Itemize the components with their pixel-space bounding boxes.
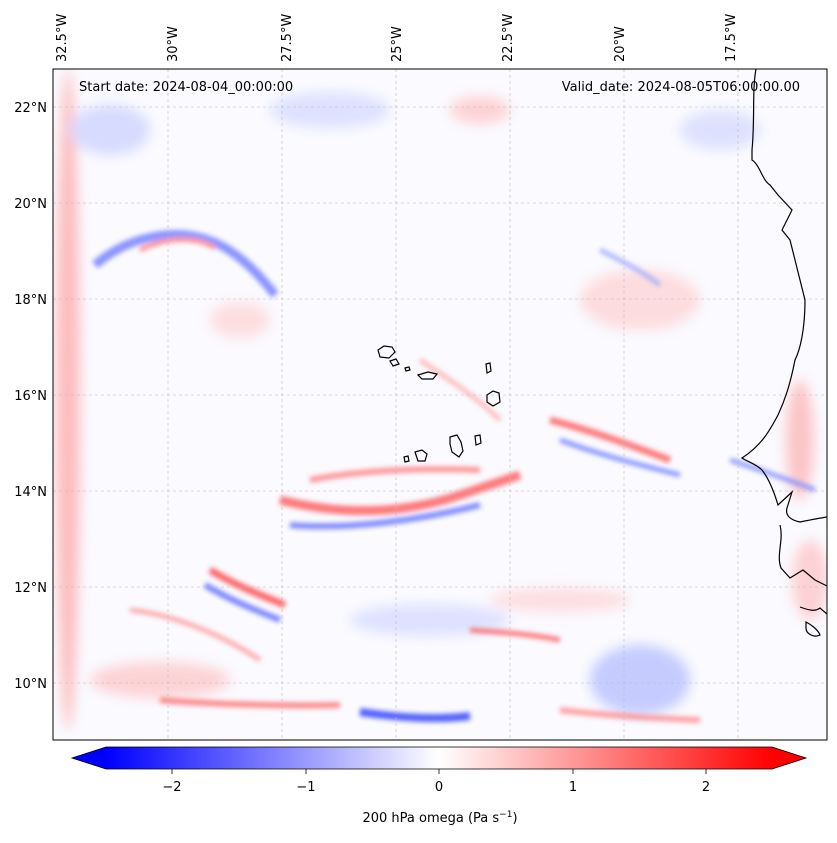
lon-label: 17.5°W bbox=[724, 14, 739, 62]
lon-label: 30°W bbox=[166, 26, 181, 62]
lon-label: 27.5°W bbox=[280, 14, 295, 62]
colorbar-tick-label: −2 bbox=[162, 780, 181, 795]
lat-label: 16°N bbox=[14, 389, 47, 404]
lat-label: 12°N bbox=[14, 581, 47, 596]
latitude-labels: 22°N 20°N 18°N 16°N 14°N 12°N 10°N bbox=[14, 101, 47, 692]
colorbar-gradient bbox=[106, 747, 772, 769]
island-sao-vicente bbox=[389, 358, 400, 367]
lat-label: 18°N bbox=[14, 293, 47, 308]
lon-label: 20°W bbox=[613, 26, 628, 62]
island-boa-vista bbox=[486, 390, 501, 407]
lat-label: 14°N bbox=[14, 485, 47, 500]
lat-label: 10°N bbox=[14, 677, 47, 692]
map-frame bbox=[52, 68, 828, 741]
colorbar-outline bbox=[70, 746, 808, 770]
lat-label: 20°N bbox=[14, 197, 47, 212]
lon-label: 25°W bbox=[390, 26, 405, 62]
colorbar-extend-low bbox=[72, 747, 106, 769]
lon-label: 32.5°W bbox=[55, 14, 70, 62]
start-date-label: Start date: 2024-08-04_00:00:00 bbox=[79, 80, 293, 95]
island-brava bbox=[403, 455, 410, 463]
colorbar-tick-label: −1 bbox=[296, 780, 315, 795]
island-sao-nicolau bbox=[416, 371, 439, 380]
colorbar: −2 −1 0 1 2 200 hPa omega (Pa s−1) bbox=[70, 746, 808, 826]
lon-label: 22.5°W bbox=[501, 14, 516, 62]
valid-date-label: Valid_date: 2024-08-05T06:00:00.00 bbox=[562, 80, 800, 95]
colorbar-label: 200 hPa omega (Pa s−1) bbox=[362, 810, 517, 826]
coastlines bbox=[377, 69, 827, 637]
island-fogo bbox=[414, 449, 428, 462]
colorbar-extend-high bbox=[772, 747, 806, 769]
colorbar-tick-label: 0 bbox=[435, 780, 443, 795]
longitude-labels: 32.5°W 30°W 27.5°W 25°W 22.5°W 20°W 17.5… bbox=[55, 14, 739, 62]
omega-field bbox=[56, 70, 827, 730]
island-sal bbox=[485, 362, 492, 374]
island-santo-antao bbox=[377, 345, 396, 359]
map-panel: Start date: 2024-08-04_00:00:00 Valid_da… bbox=[52, 68, 828, 741]
island-maio bbox=[474, 434, 482, 446]
colorbar-tick-label: 2 bbox=[702, 780, 710, 795]
map-background bbox=[53, 69, 827, 740]
island-santa-luzia bbox=[404, 366, 411, 372]
lat-label: 22°N bbox=[14, 101, 47, 116]
africa-coastline bbox=[740, 69, 827, 637]
colorbar-tick-label: 1 bbox=[569, 780, 577, 795]
island-santiago bbox=[449, 434, 464, 458]
